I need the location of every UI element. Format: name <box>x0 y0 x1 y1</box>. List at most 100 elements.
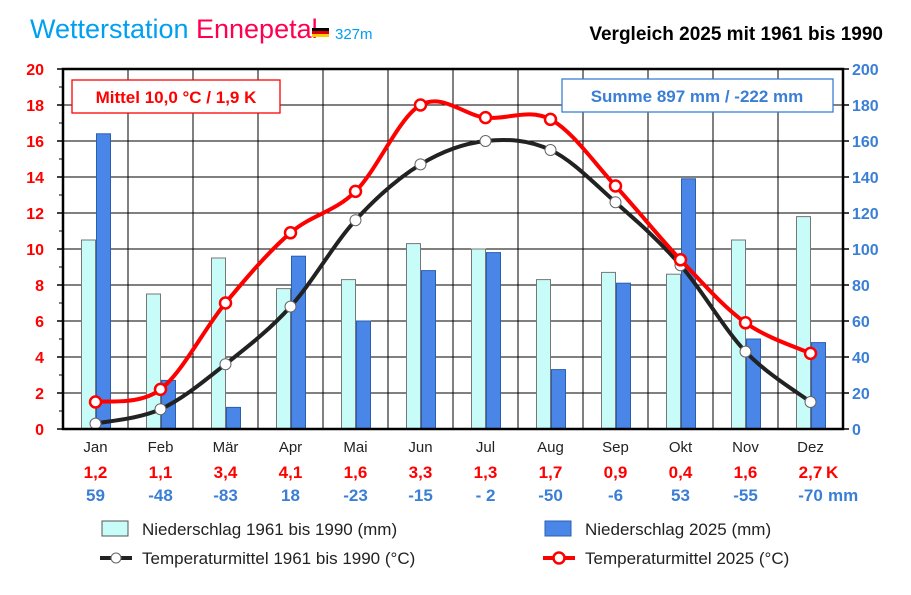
precip-deviation: -50 <box>538 486 563 505</box>
precip-deviation: - 2 <box>476 486 496 505</box>
precip-deviation: 18 <box>281 486 300 505</box>
comparison-title: Vergleich 2025 mit 1961 bis 1990 <box>589 24 883 45</box>
point-temp-1961-1990 <box>284 300 297 313</box>
legend-label: Niederschlag 2025 (mm) <box>585 520 771 539</box>
bar-precip-1961-1990 <box>666 273 681 430</box>
point-temp-1961-1990 <box>544 144 557 156</box>
temp-deviation: 2,7 <box>799 463 823 482</box>
altitude-label: 327m <box>335 26 373 43</box>
point-temp-1961-1990 <box>349 214 362 227</box>
y-left-tick-label: 10 <box>26 242 44 259</box>
point-temp-1961-1990 <box>219 358 232 371</box>
point-temp-2025 <box>803 346 818 361</box>
temp-deviation: 1,3 <box>474 463 498 482</box>
bar-precip-2025 <box>486 252 501 430</box>
y-right-tick-label: 0 <box>852 422 861 439</box>
temp-deviation: 3,3 <box>409 463 433 482</box>
point-temp-2025 <box>608 179 623 193</box>
legend-marker <box>110 552 122 564</box>
temp-deviation: 1,7 <box>539 463 563 482</box>
precip-deviation: -6 <box>608 486 623 505</box>
lines <box>88 98 818 430</box>
precip-summary-box <box>561 78 834 113</box>
y-right-tick-label: 40 <box>852 350 870 367</box>
legend-swatch-precip-ref <box>101 520 129 537</box>
precip-deviation: 53 <box>671 486 690 505</box>
bar-precip-1961-1990 <box>211 257 226 430</box>
precip-deviation: -15 <box>408 486 433 505</box>
precip-deviation-unit: mm <box>828 486 858 505</box>
precip-deviation: -55 <box>733 486 758 505</box>
temp-deviation: 1,6 <box>734 463 758 482</box>
legend: Niederschlag 1961 bis 1990 (mm) Niedersc… <box>100 520 789 568</box>
y-right-tick-label: 140 <box>852 170 879 187</box>
legend-swatch-precip-2025 <box>544 520 572 537</box>
point-temp-2025 <box>348 184 363 199</box>
point-temp-2025 <box>478 110 493 125</box>
y-right-tick-label: 120 <box>852 206 879 223</box>
x-tick-label: Aug <box>537 439 564 456</box>
y-right-tick-label: 180 <box>852 98 879 115</box>
germany-flag-icon <box>312 28 329 37</box>
point-temp-1961-1990 <box>479 135 492 147</box>
x-tick-label: Dez <box>797 439 824 456</box>
bar-precip-2025 <box>616 282 631 430</box>
temp-deviation: 1,1 <box>149 463 173 482</box>
y-left-tick-label: 12 <box>26 206 44 223</box>
temp-deviation: 0,4 <box>669 463 693 482</box>
y-left-tick-label: 18 <box>26 98 44 115</box>
legend-label: Temperaturmittel 2025 (°C) <box>585 549 789 568</box>
point-temp-1961-1990 <box>804 396 817 408</box>
x-tick-label: Sep <box>602 439 629 456</box>
y-right-tick-label: 20 <box>852 386 870 403</box>
y-left-tick-label: 4 <box>35 350 44 367</box>
point-temp-1961-1990 <box>739 345 752 358</box>
temp-deviation: 1,2 <box>84 463 108 482</box>
bar-precip-1961-1990 <box>406 243 421 430</box>
temp-summary: Mittel 10,0 °C / 1,9 K <box>96 88 258 107</box>
point-temp-1961-1990 <box>414 158 427 171</box>
y-right-tick-label: 200 <box>852 62 879 79</box>
bar-precip-2025 <box>681 178 696 430</box>
x-tick-label: Apr <box>279 439 302 456</box>
axes: 0246810121416182002040608010012014016018… <box>26 62 879 456</box>
point-temp-2025 <box>543 112 558 127</box>
point-temp-2025 <box>673 253 688 267</box>
bar-precip-1961-1990 <box>536 279 551 430</box>
x-tick-label: Nov <box>732 439 759 456</box>
x-tick-label: Mär <box>213 439 239 456</box>
bar-precip-2025 <box>291 255 306 430</box>
temp-deviation: 1,6 <box>344 463 368 482</box>
temp-deviation: 3,4 <box>214 463 238 482</box>
x-tick-label: Jul <box>476 439 495 456</box>
point-temp-2025 <box>738 316 753 330</box>
x-tick-label: Jun <box>408 439 432 456</box>
point-temp-2025 <box>413 98 428 112</box>
precip-deviation: -48 <box>148 486 173 505</box>
temp-deviation: 0,9 <box>604 463 628 482</box>
precip-deviation: -70 <box>798 486 823 505</box>
point-temp-2025 <box>218 296 233 310</box>
y-left-tick-label: 20 <box>26 62 44 79</box>
temp-summary-box <box>71 79 281 114</box>
y-left-tick-label: 2 <box>35 386 44 403</box>
y-left-tick-label: 0 <box>35 422 44 439</box>
y-left-tick-label: 14 <box>26 170 44 187</box>
y-right-tick-label: 100 <box>852 242 879 259</box>
precip-deviation: 59 <box>86 486 105 505</box>
legend-marker <box>552 551 566 565</box>
bar-precip-2025 <box>551 369 566 430</box>
bar-precip-1961-1990 <box>471 248 486 430</box>
grid <box>63 69 843 429</box>
legend-label: Niederschlag 1961 bis 1990 (mm) <box>142 520 397 539</box>
bar-precip-2025 <box>96 133 111 430</box>
y-right-tick-label: 80 <box>852 278 870 295</box>
point-temp-1961-1990 <box>609 196 622 209</box>
bar-precip-2025 <box>226 406 241 430</box>
y-right-tick-label: 60 <box>852 314 870 331</box>
title-station-name: Ennepetal <box>196 14 318 44</box>
bar-precip-2025 <box>421 270 436 430</box>
point-temp-2025 <box>153 382 168 397</box>
deviation-rows: 1,2 1,1 3,4 4,1 1,6 3,3 1,3 1,7 0,9 0,4 1,6 2,7 59 -4… <box>84 463 859 505</box>
